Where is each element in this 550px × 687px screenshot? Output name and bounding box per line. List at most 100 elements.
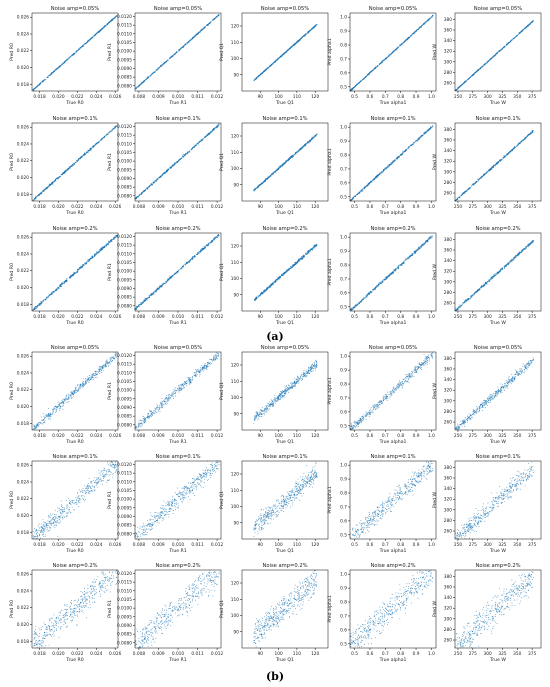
scatter-point [184, 154, 186, 156]
scatter-point [482, 65, 484, 67]
scatter-point [352, 197, 354, 199]
scatter-point [501, 158, 503, 160]
scatter-point [468, 77, 470, 79]
scatter-point [277, 168, 279, 170]
scatter-point [509, 151, 511, 153]
scatter-point [53, 291, 55, 293]
scatter-point [203, 28, 205, 30]
scatter-point [54, 179, 57, 181]
scatter-point [108, 240, 110, 242]
scatter-point [87, 149, 89, 151]
scatter-point [57, 288, 59, 290]
scatter-point [312, 137, 314, 139]
y-tick-label: 0.024 [17, 251, 30, 257]
scatter-point [172, 55, 174, 57]
y-tick-label: 280 [444, 180, 452, 186]
scatter-point [257, 186, 259, 188]
scatter-point [77, 270, 79, 273]
scatter-point [163, 62, 166, 64]
scatter-point [459, 85, 461, 87]
scatter-point [158, 286, 160, 288]
scatter-point [301, 36, 303, 38]
scatter-point [166, 169, 168, 171]
scatter-point [371, 180, 373, 182]
x-tick-label: 0.022 [71, 94, 84, 100]
panel-a-1-alpha1: Noise amp=0.1%0.5 0.6 0.7 0.8 0.9 1.00.50.60.… [327, 116, 437, 216]
y-tick-label: 1.0 [340, 15, 347, 21]
scatter-point [94, 145, 96, 147]
scatter-point [109, 241, 111, 243]
scatter-point [366, 185, 368, 187]
scatter-point [183, 153, 185, 156]
y-tick-label: 0.0085 [117, 185, 132, 191]
scatter-point [149, 75, 151, 77]
scatter-point [156, 69, 158, 71]
scatter-point [313, 26, 315, 28]
x-tick-label: 0.020 [52, 94, 65, 100]
scatter-point [484, 173, 486, 175]
scatter-point [60, 64, 63, 66]
scatter-point [68, 276, 70, 278]
scatter-point [286, 50, 289, 52]
scatter-point [70, 54, 72, 57]
scatter-points [134, 233, 220, 311]
scatter-point [76, 161, 78, 163]
y-tick-label: 0.0090 [117, 66, 132, 72]
x-tick-label: 0.010 [172, 94, 185, 100]
scatter-point [509, 41, 511, 43]
scatter-point [150, 74, 152, 76]
panel-title: Noise amp=0.2% [52, 226, 97, 232]
scatter-point [285, 162, 287, 164]
scatter-point [365, 75, 367, 78]
scatter-point [51, 182, 53, 185]
y-tick-label: 120 [231, 134, 239, 140]
scatter-point [283, 162, 285, 164]
scatter-point [478, 179, 480, 181]
scatter-point [481, 175, 483, 177]
scatter-point [98, 31, 100, 33]
scatter-point [188, 40, 190, 42]
scatter-point [43, 299, 45, 301]
scatter-point [378, 173, 380, 175]
x-axis-label: True R0 [65, 320, 83, 326]
y-axis-label: Pred R0 [9, 263, 15, 281]
scatter-point [297, 40, 299, 42]
scatter-point [462, 83, 464, 85]
scatter-point [182, 46, 184, 48]
scatter-point [94, 255, 96, 257]
y-axis-label: Pred W [432, 43, 438, 60]
scatter-point [289, 47, 291, 49]
x-tick-label: 0.009 [152, 204, 165, 210]
scatter-point [92, 257, 94, 259]
scatter-point [353, 86, 355, 89]
scatter-point [61, 282, 63, 284]
scatter-point [179, 48, 181, 50]
scatter-point [481, 176, 483, 178]
scatter-point [175, 162, 177, 164]
scatter-point [494, 164, 496, 166]
scatter-point [147, 78, 149, 80]
scatter-point [90, 148, 92, 150]
scatter-point [420, 26, 422, 28]
scatter-point [400, 44, 402, 46]
scatter-point [477, 181, 479, 183]
scatter-point [316, 133, 318, 136]
x-tick-label: 100 [274, 204, 282, 210]
scatter-point [391, 162, 393, 164]
scatter-point [424, 133, 426, 135]
scatter-point [102, 27, 104, 29]
scatter-point [63, 282, 65, 285]
scatter-point [66, 279, 68, 281]
y-axis-label: Pred R0 [9, 153, 15, 171]
scatter-point [285, 160, 287, 162]
scatter-point [274, 60, 276, 62]
scatter-points [32, 125, 118, 201]
scatter-point [356, 193, 358, 195]
scatter-point [78, 158, 80, 160]
scatter-point [79, 267, 81, 269]
x-axis-label: True R0 [65, 100, 83, 106]
x-tick-label: 110 [293, 204, 301, 210]
scatter-point [69, 165, 71, 167]
scatter-point [211, 130, 213, 132]
scatter-point [315, 134, 317, 136]
